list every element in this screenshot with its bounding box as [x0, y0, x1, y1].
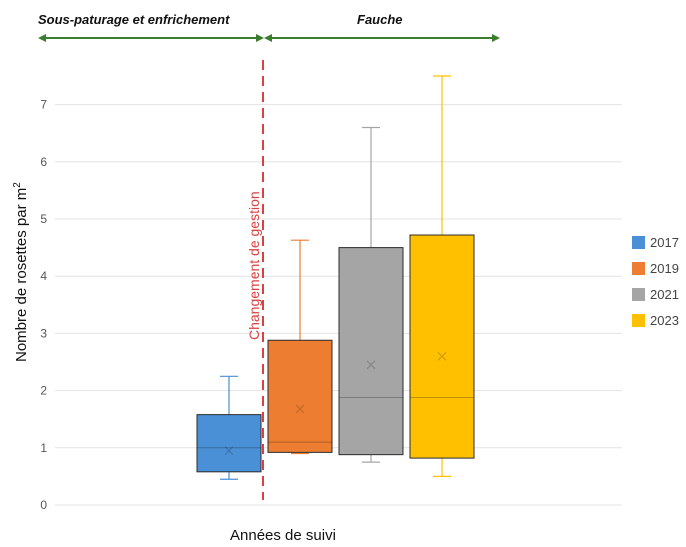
boxes — [196, 75, 475, 480]
box-2023 — [409, 75, 475, 477]
legend-swatch-2019 — [632, 262, 645, 275]
x-axis-title: Années de suivi — [230, 527, 336, 544]
y-axis-ticks: 0 1 2 3 4 5 6 7 — [40, 98, 47, 512]
management-change-label: Changement de gestion — [246, 191, 262, 340]
legend: 2017 2019 2021 2023 — [632, 235, 679, 328]
legend-label-2017: 2017 — [650, 235, 679, 250]
y-tick-label: 5 — [40, 212, 47, 226]
mean-marker — [437, 351, 447, 361]
y-tick-label: 6 — [40, 155, 47, 169]
box-iqr — [338, 247, 404, 456]
y-tick-label: 2 — [40, 384, 47, 398]
y-tick-label: 3 — [40, 326, 47, 340]
mean-marker — [366, 360, 376, 370]
phase-label-before: Sous-paturage et enfrichement — [38, 12, 230, 27]
y-tick-label: 4 — [40, 269, 47, 283]
legend-label-2021: 2021 — [650, 287, 679, 302]
mean-marker — [295, 404, 305, 414]
box-iqr — [267, 339, 333, 453]
box-2021 — [338, 126, 404, 463]
legend-swatch-2017 — [632, 236, 645, 249]
legend-swatch-2021 — [632, 288, 645, 301]
y-axis-title-text: Nombre de rosettes par m — [13, 188, 30, 362]
y-axis-title-sup: 2 — [12, 182, 23, 188]
mean-marker — [224, 446, 234, 456]
y-tick-label: 1 — [40, 441, 47, 455]
legend-swatch-2023 — [632, 314, 645, 327]
box-iqr — [409, 234, 475, 459]
legend-label-2019: 2019 — [650, 261, 679, 276]
legend-label-2023: 2023 — [650, 313, 679, 328]
y-tick-label: 0 — [40, 498, 47, 512]
phase-label-after: Fauche — [357, 12, 403, 27]
box-iqr — [196, 414, 262, 473]
y-tick-label: 7 — [40, 98, 47, 112]
box-2019 — [267, 239, 333, 455]
box-2017 — [196, 375, 262, 480]
y-axis-title: Nombre de rosettes par m2 — [12, 182, 30, 362]
